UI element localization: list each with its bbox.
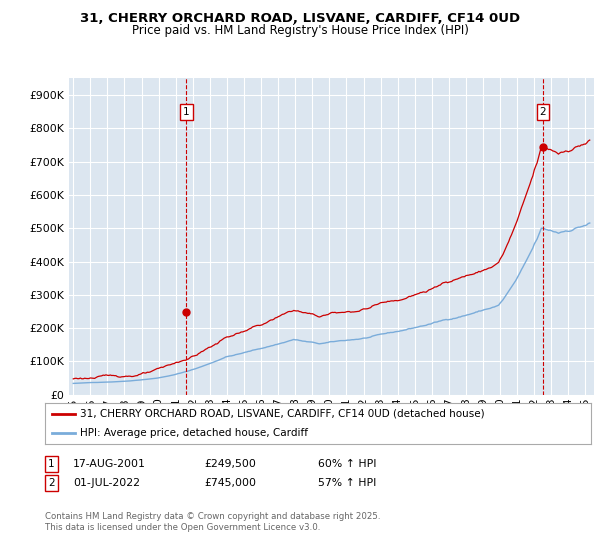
Text: 2: 2: [539, 106, 546, 116]
Text: 1: 1: [48, 459, 55, 469]
Text: Price paid vs. HM Land Registry's House Price Index (HPI): Price paid vs. HM Land Registry's House …: [131, 24, 469, 37]
Text: HPI: Average price, detached house, Cardiff: HPI: Average price, detached house, Card…: [80, 428, 308, 438]
Text: 57% ↑ HPI: 57% ↑ HPI: [318, 478, 376, 488]
Text: 31, CHERRY ORCHARD ROAD, LISVANE, CARDIFF, CF14 0UD (detached house): 31, CHERRY ORCHARD ROAD, LISVANE, CARDIF…: [80, 409, 485, 419]
Text: 01-JUL-2022: 01-JUL-2022: [73, 478, 140, 488]
Text: 17-AUG-2001: 17-AUG-2001: [73, 459, 146, 469]
Text: 1: 1: [183, 106, 190, 116]
Text: £745,000: £745,000: [204, 478, 256, 488]
Text: 31, CHERRY ORCHARD ROAD, LISVANE, CARDIFF, CF14 0UD: 31, CHERRY ORCHARD ROAD, LISVANE, CARDIF…: [80, 12, 520, 25]
Text: £249,500: £249,500: [204, 459, 256, 469]
Text: 60% ↑ HPI: 60% ↑ HPI: [318, 459, 377, 469]
Text: Contains HM Land Registry data © Crown copyright and database right 2025.
This d: Contains HM Land Registry data © Crown c…: [45, 512, 380, 532]
Text: 2: 2: [48, 478, 55, 488]
